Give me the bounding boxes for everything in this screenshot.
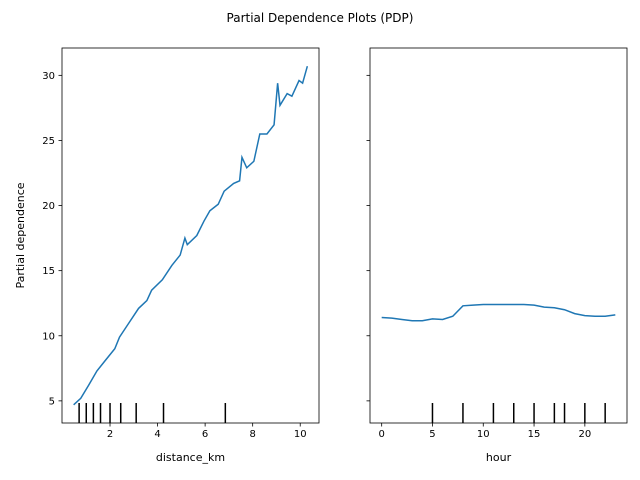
pdp-line bbox=[381, 303, 616, 322]
axes-frame bbox=[369, 47, 628, 424]
x-tick-label: 10 bbox=[294, 429, 307, 440]
x-tick-label: 2 bbox=[107, 429, 113, 440]
x-tick-label: 8 bbox=[249, 429, 255, 440]
x-tick-label: 0 bbox=[378, 429, 384, 440]
y-tick-label: 10 bbox=[42, 331, 55, 342]
y-tick-label: 25 bbox=[42, 136, 55, 147]
y-tick-label: 15 bbox=[42, 266, 55, 277]
figure-title: Partial Dependence Plots (PDP) bbox=[227, 11, 414, 25]
x-tick-label: 4 bbox=[154, 429, 160, 440]
axes-frame bbox=[61, 47, 320, 424]
y-tick-label: 20 bbox=[42, 201, 55, 212]
x-tick-label: 6 bbox=[202, 429, 208, 440]
y-tick-label: 5 bbox=[49, 396, 55, 407]
x-axis-label: hour bbox=[486, 451, 512, 464]
pdp-line bbox=[73, 66, 309, 406]
x-tick-label: 15 bbox=[528, 429, 541, 440]
y-tick-label: 30 bbox=[42, 71, 55, 82]
x-tick-label: 5 bbox=[429, 429, 435, 440]
x-axis-label: distance_km bbox=[156, 451, 225, 464]
y-axis-label: Partial dependence bbox=[14, 182, 27, 288]
x-tick-label: 20 bbox=[578, 429, 591, 440]
x-tick-label: 10 bbox=[477, 429, 490, 440]
